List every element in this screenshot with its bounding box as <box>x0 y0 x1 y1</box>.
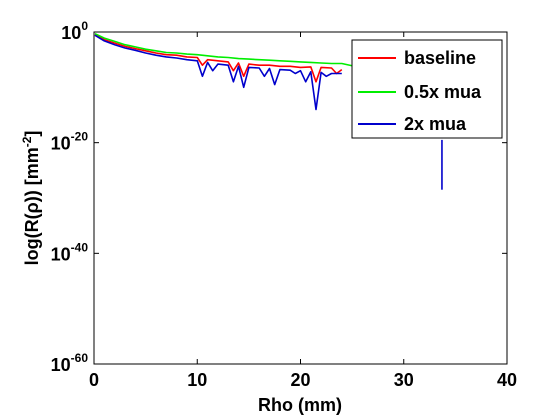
x-tick-label: 20 <box>290 370 310 390</box>
y-axis-ticks: 100 10-20 10-40 10-60 <box>51 19 507 375</box>
x-tick-label: 0 <box>89 370 99 390</box>
x-tick-label: 40 <box>497 370 517 390</box>
legend-label-baseline: baseline <box>404 48 476 68</box>
legend-label-0-5x-mua: 0.5x mua <box>404 82 482 102</box>
series-line-2x-mua <box>94 34 342 111</box>
y-axis-label-close: ] <box>22 131 42 137</box>
x-axis-ticks: 0 10 20 30 40 <box>89 32 517 390</box>
x-axis-label: Rho (mm) <box>258 395 342 415</box>
y-tick-label: 10-20 <box>51 130 89 154</box>
x-tick-label: 30 <box>394 370 414 390</box>
y-axis-label: log(R(ρ)) [mm-2] <box>20 131 42 266</box>
legend: baseline 0.5x mua 2x mua <box>351 39 503 139</box>
y-tick-label: 10-40 <box>51 240 89 264</box>
y-axis-label-text: log(R(ρ)) [mm <box>22 147 42 265</box>
legend-box <box>351 39 503 139</box>
y-axis-label-exponent: -2 <box>20 136 34 147</box>
legend-label-2x-mua: 2x mua <box>404 114 467 134</box>
series-line-baseline <box>94 34 343 83</box>
y-tick-label: 10-60 <box>51 351 89 375</box>
y-tick-label: 100 <box>61 19 88 43</box>
x-tick-label: 10 <box>187 370 207 390</box>
